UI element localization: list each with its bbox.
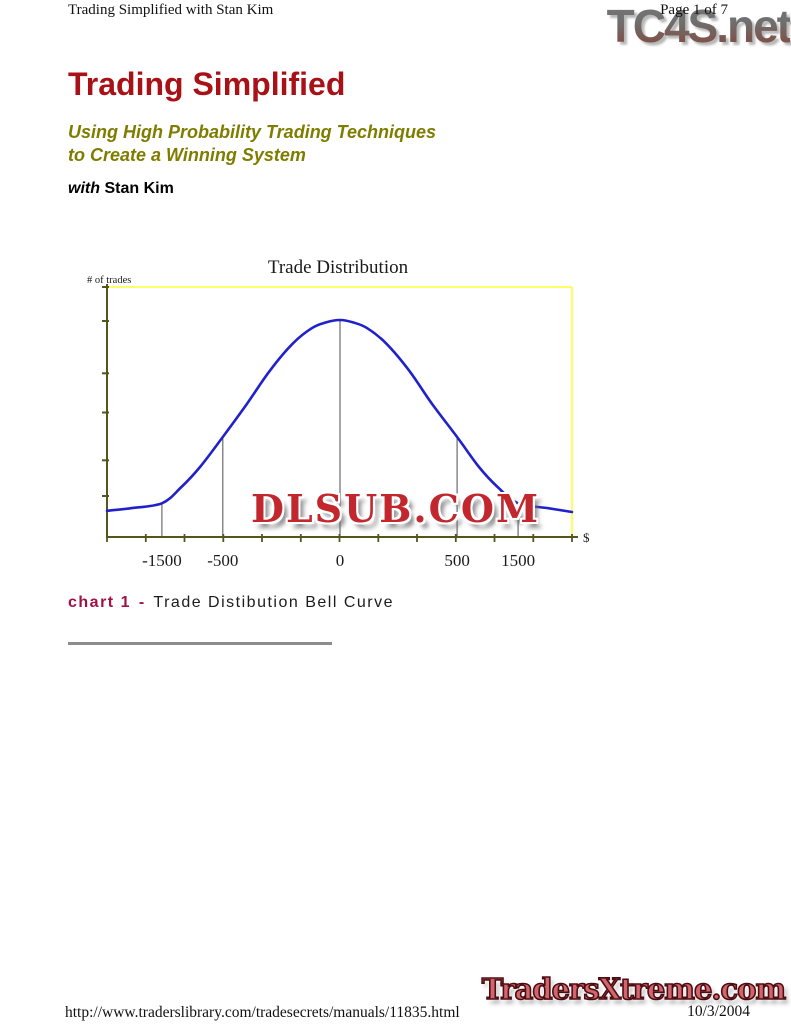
- header-page-number: Page 1 of 7: [660, 2, 728, 18]
- chart-caption: chart 1 - Trade Distibution Bell Curve: [68, 594, 394, 612]
- chart-y-axis-label: # of trades: [87, 275, 131, 286]
- chart-caption-dash: -: [138, 594, 146, 611]
- dlsub-watermark: DLSUB.COM: [251, 486, 541, 531]
- chart-caption-text: Trade Distibution Bell Curve: [153, 594, 395, 611]
- page-subtitle: Using High Probability Trading Technique…: [68, 121, 436, 167]
- x-tick-label: 1500: [501, 551, 535, 570]
- header-running-title: Trading Simplified with Stan Kim: [68, 2, 274, 18]
- page-title: Trading Simplified: [68, 66, 346, 102]
- tc4s-logo-watermark: TC4S.net: [598, 3, 791, 49]
- x-tick-label: 0: [336, 551, 345, 570]
- x-tick-label: 500: [444, 551, 470, 570]
- footer-date: 10/3/2004: [687, 1003, 750, 1020]
- chart-caption-label: chart 1: [68, 594, 131, 611]
- tradersxtreme-logo-watermark: TradersXtreme.com: [481, 971, 787, 1007]
- subtitle-line-1: Using High Probability Trading Technique…: [68, 122, 437, 142]
- subtitle-line-2: to Create a Winning System: [68, 145, 306, 165]
- trade-distribution-chart: Trade Distribution # of trades $ -1500 -5…: [87, 257, 590, 570]
- chart-title: Trade Distribution: [268, 257, 409, 278]
- x-tick-label: -500: [207, 551, 238, 570]
- footer-url: http://www.traderslibrary.com/tradesecre…: [65, 1004, 460, 1021]
- byline: with Stan Kim: [68, 180, 174, 198]
- x-tick-label: -1500: [142, 551, 182, 570]
- byline-with: with: [68, 180, 100, 197]
- byline-author-name: Stan Kim: [104, 180, 174, 197]
- horizontal-rule: [68, 642, 332, 645]
- chart-x-axis-label: $: [583, 530, 590, 545]
